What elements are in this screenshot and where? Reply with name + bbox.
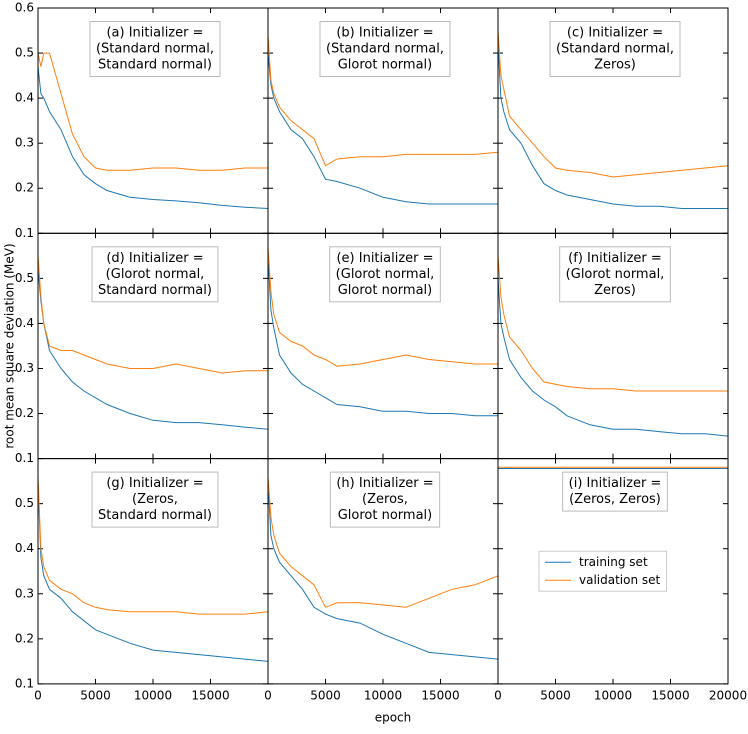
- panel-frame: [497, 458, 729, 685]
- x-tick-label: 0: [494, 688, 502, 702]
- y-tick-label: 0.5: [15, 271, 34, 285]
- x-tick-label: 15000: [651, 688, 689, 702]
- y-tick-label: 0.5: [15, 496, 34, 510]
- annotation-line: (g) Initializer =: [106, 476, 203, 491]
- series-line: [38, 52, 268, 171]
- series-line: [268, 476, 498, 608]
- x-tick-label: 15000: [191, 688, 229, 702]
- annotation-line: Glorot normal): [338, 58, 433, 73]
- annotation-line: (Standard normal,: [556, 42, 674, 57]
- series-line: [498, 255, 728, 392]
- x-tick-label: 5000: [310, 688, 341, 702]
- y-tick-label: 0.3: [15, 586, 34, 600]
- annotation-line: (i) Initializer =: [569, 476, 662, 491]
- annotation: (f) Initializer =(Glorot normal,Zeros): [559, 246, 671, 303]
- x-tick-label: 0: [264, 688, 272, 702]
- annotation-line: Glorot normal): [338, 283, 433, 298]
- y-tick-label: 0.2: [15, 181, 34, 195]
- annotation-line: (Zeros,: [362, 492, 408, 507]
- y-tick-label: 0.4: [15, 91, 34, 105]
- series-line: [268, 481, 498, 660]
- annotation-line: (Glorot normal,: [336, 267, 435, 282]
- y-tick-label: 0.1: [15, 226, 34, 240]
- annotation: (e) Initializer =(Glorot normal,Glorot n…: [329, 246, 441, 303]
- annotation-line: Standard normal): [98, 508, 212, 523]
- annotation-line: Standard normal): [98, 283, 212, 298]
- x-tick-label: 20000: [709, 688, 747, 702]
- annotation-box: [91, 246, 219, 303]
- series-line: [268, 255, 498, 417]
- annotation: (g) Initializer =(Zeros,Standard normal): [91, 471, 219, 528]
- annotation-box: [549, 21, 681, 77]
- y-tick-label: 0.6: [15, 1, 34, 15]
- y-axis-label: root mean square deviation (MeV): [3, 243, 17, 448]
- annotation: (b) Initializer =(Standard normal,Glorot…: [319, 21, 451, 77]
- annotation-line: (c) Initializer =: [567, 26, 663, 41]
- annotation-line: Standard normal): [98, 58, 212, 73]
- y-tick-label: 0.1: [15, 451, 34, 465]
- annotation-line: (Zeros, Zeros): [569, 492, 661, 507]
- annotation-line: (d) Initializer =: [106, 251, 203, 266]
- y-tick-label: 0.4: [15, 541, 34, 555]
- y-tick-label: 0.2: [15, 631, 34, 645]
- annotation-box: [329, 246, 441, 303]
- annotation-line: (f) Initializer =: [568, 251, 662, 266]
- series-line: [498, 43, 728, 209]
- legend-label: training set: [579, 555, 648, 569]
- annotation: (h) Initializer =(Zeros,Glorot normal): [329, 471, 441, 528]
- annotation-line: (Standard normal,: [96, 42, 214, 57]
- annotation-line: Glorot normal): [338, 508, 433, 523]
- series-line: [268, 246, 498, 367]
- x-tick-label: 5000: [540, 688, 571, 702]
- x-tick-label: 10000: [594, 688, 632, 702]
- annotation-line: (a) Initializer =: [106, 26, 203, 41]
- annotation-box: [91, 471, 219, 528]
- annotation-box: [319, 21, 451, 77]
- annotation-line: Zeros): [594, 283, 636, 298]
- annotation-line: (Zeros,: [132, 492, 178, 507]
- annotation-box: [559, 246, 671, 303]
- series-line: [498, 30, 728, 178]
- y-tick-label: 0.4: [15, 316, 34, 330]
- y-tick-label: 0.3: [15, 361, 34, 375]
- series-line: [498, 278, 728, 437]
- series-line: [268, 34, 498, 167]
- annotation-box: [89, 21, 221, 77]
- series-line: [38, 481, 268, 662]
- x-tick-label: 0: [34, 688, 42, 702]
- x-axis-label: epoch: [375, 711, 412, 725]
- annotation-line: (h) Initializer =: [336, 476, 433, 491]
- annotation-line: (e) Initializer =: [336, 251, 433, 266]
- legend: training set validation set: [538, 550, 668, 592]
- annotation: (c) Initializer =(Standard normal,Zeros): [549, 21, 681, 77]
- y-tick-label: 0.3: [15, 136, 34, 150]
- annotation: (i) Initializer =(Zeros, Zeros): [562, 471, 668, 512]
- series-line: [268, 53, 498, 205]
- x-tick-label: 15000: [421, 688, 459, 702]
- y-tick-label: 0.5: [15, 46, 34, 60]
- y-tick-label: 0.2: [15, 406, 34, 420]
- series-line: [38, 476, 268, 615]
- annotation-box: [562, 471, 668, 512]
- x-tick-label: 10000: [364, 688, 402, 702]
- annotation: (d) Initializer =(Glorot normal,Standard…: [91, 246, 219, 303]
- annotation-line: (b) Initializer =: [336, 26, 433, 41]
- annotation-line: Zeros): [594, 58, 636, 73]
- annotation-box: [329, 471, 441, 528]
- annotation: (a) Initializer =(Standard normal,Standa…: [89, 21, 221, 77]
- series-line: [38, 269, 268, 430]
- annotation-line: (Glorot normal,: [106, 267, 205, 282]
- x-tick-label: 10000: [134, 688, 172, 702]
- annotation-line: (Glorot normal,: [566, 267, 665, 282]
- series-line: [38, 255, 268, 374]
- x-tick-label: 5000: [80, 688, 111, 702]
- y-tick-label: 0.1: [15, 676, 34, 690]
- legend-label: validation set: [579, 573, 661, 587]
- legend-box: [538, 550, 668, 592]
- annotation-line: (Standard normal,: [326, 42, 444, 57]
- series-line: [38, 66, 268, 209]
